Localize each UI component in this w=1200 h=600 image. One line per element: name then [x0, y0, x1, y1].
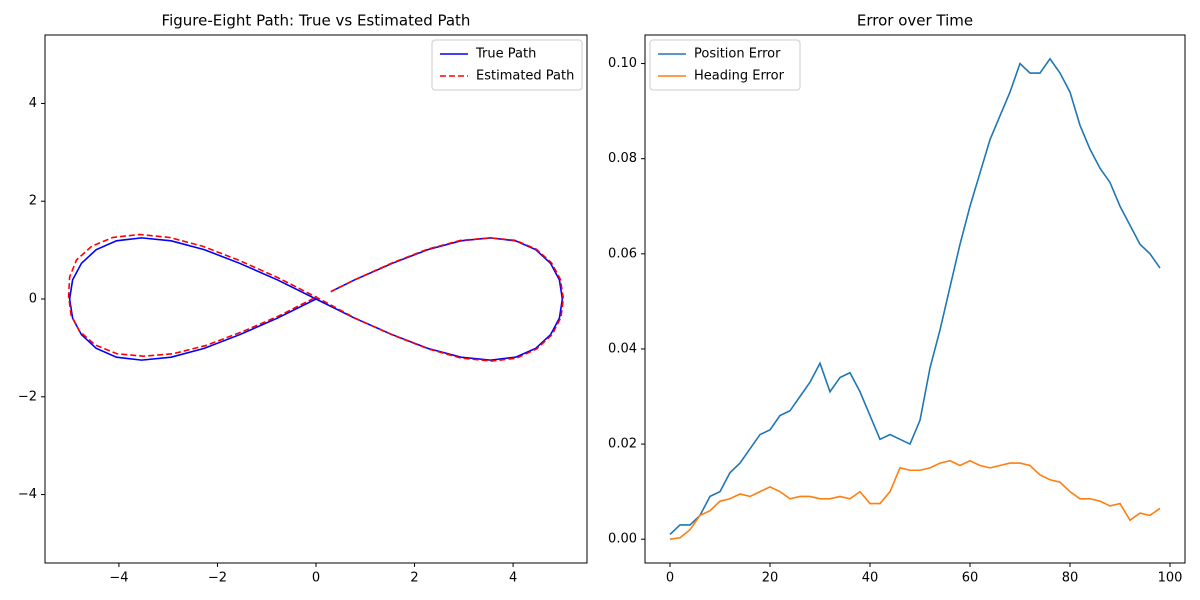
x-tick-label: −4	[109, 571, 128, 586]
axes-frame	[44, 34, 588, 564]
legend-label: True Path	[475, 47, 536, 62]
y-tick-label: 0.08	[608, 151, 637, 166]
x-tick-label: 0	[666, 571, 674, 586]
series-line	[669, 57, 1161, 536]
x-tick-label: 2	[410, 571, 418, 586]
y-tick-label: 0.10	[608, 56, 637, 71]
axes-frame	[644, 34, 1186, 564]
series-line	[68, 237, 564, 361]
x-tick-label: 80	[1062, 571, 1079, 586]
legend: Position Error Heading Error	[649, 39, 801, 91]
x-tick-label: 0	[312, 571, 320, 586]
legend-label: Heading Error	[694, 69, 785, 84]
x-tick-label: 20	[762, 571, 779, 586]
y-tick-label: −4	[18, 487, 37, 502]
y-tick-label: 2	[29, 194, 37, 209]
y-tick-label: 4	[29, 96, 37, 111]
legend-label: Position Error	[694, 47, 781, 62]
y-tick-label: 0.06	[608, 246, 637, 261]
legend: True Path Estimated Path	[431, 39, 583, 91]
series-line	[669, 459, 1161, 541]
x-tick-label: 4	[509, 571, 517, 586]
y-tick-label: 0.04	[608, 341, 637, 356]
y-tick-label: 0.00	[608, 532, 637, 547]
series-line	[67, 233, 565, 362]
x-tick-label: 60	[962, 571, 979, 586]
legend-box	[431, 39, 583, 91]
x-tick-label: 100	[1158, 571, 1183, 586]
x-tick-label: −2	[208, 571, 227, 586]
y-tick-label: 0	[29, 292, 37, 307]
y-tick-label: 0.02	[608, 437, 637, 452]
x-tick-label: 40	[862, 571, 879, 586]
y-tick-label: −2	[18, 389, 37, 404]
chart-title: Error over Time	[857, 12, 973, 30]
chart-title: Figure-Eight Path: True vs Estimated Pat…	[162, 12, 471, 30]
legend-box	[649, 39, 801, 91]
legend-label: Estimated Path	[476, 69, 574, 84]
